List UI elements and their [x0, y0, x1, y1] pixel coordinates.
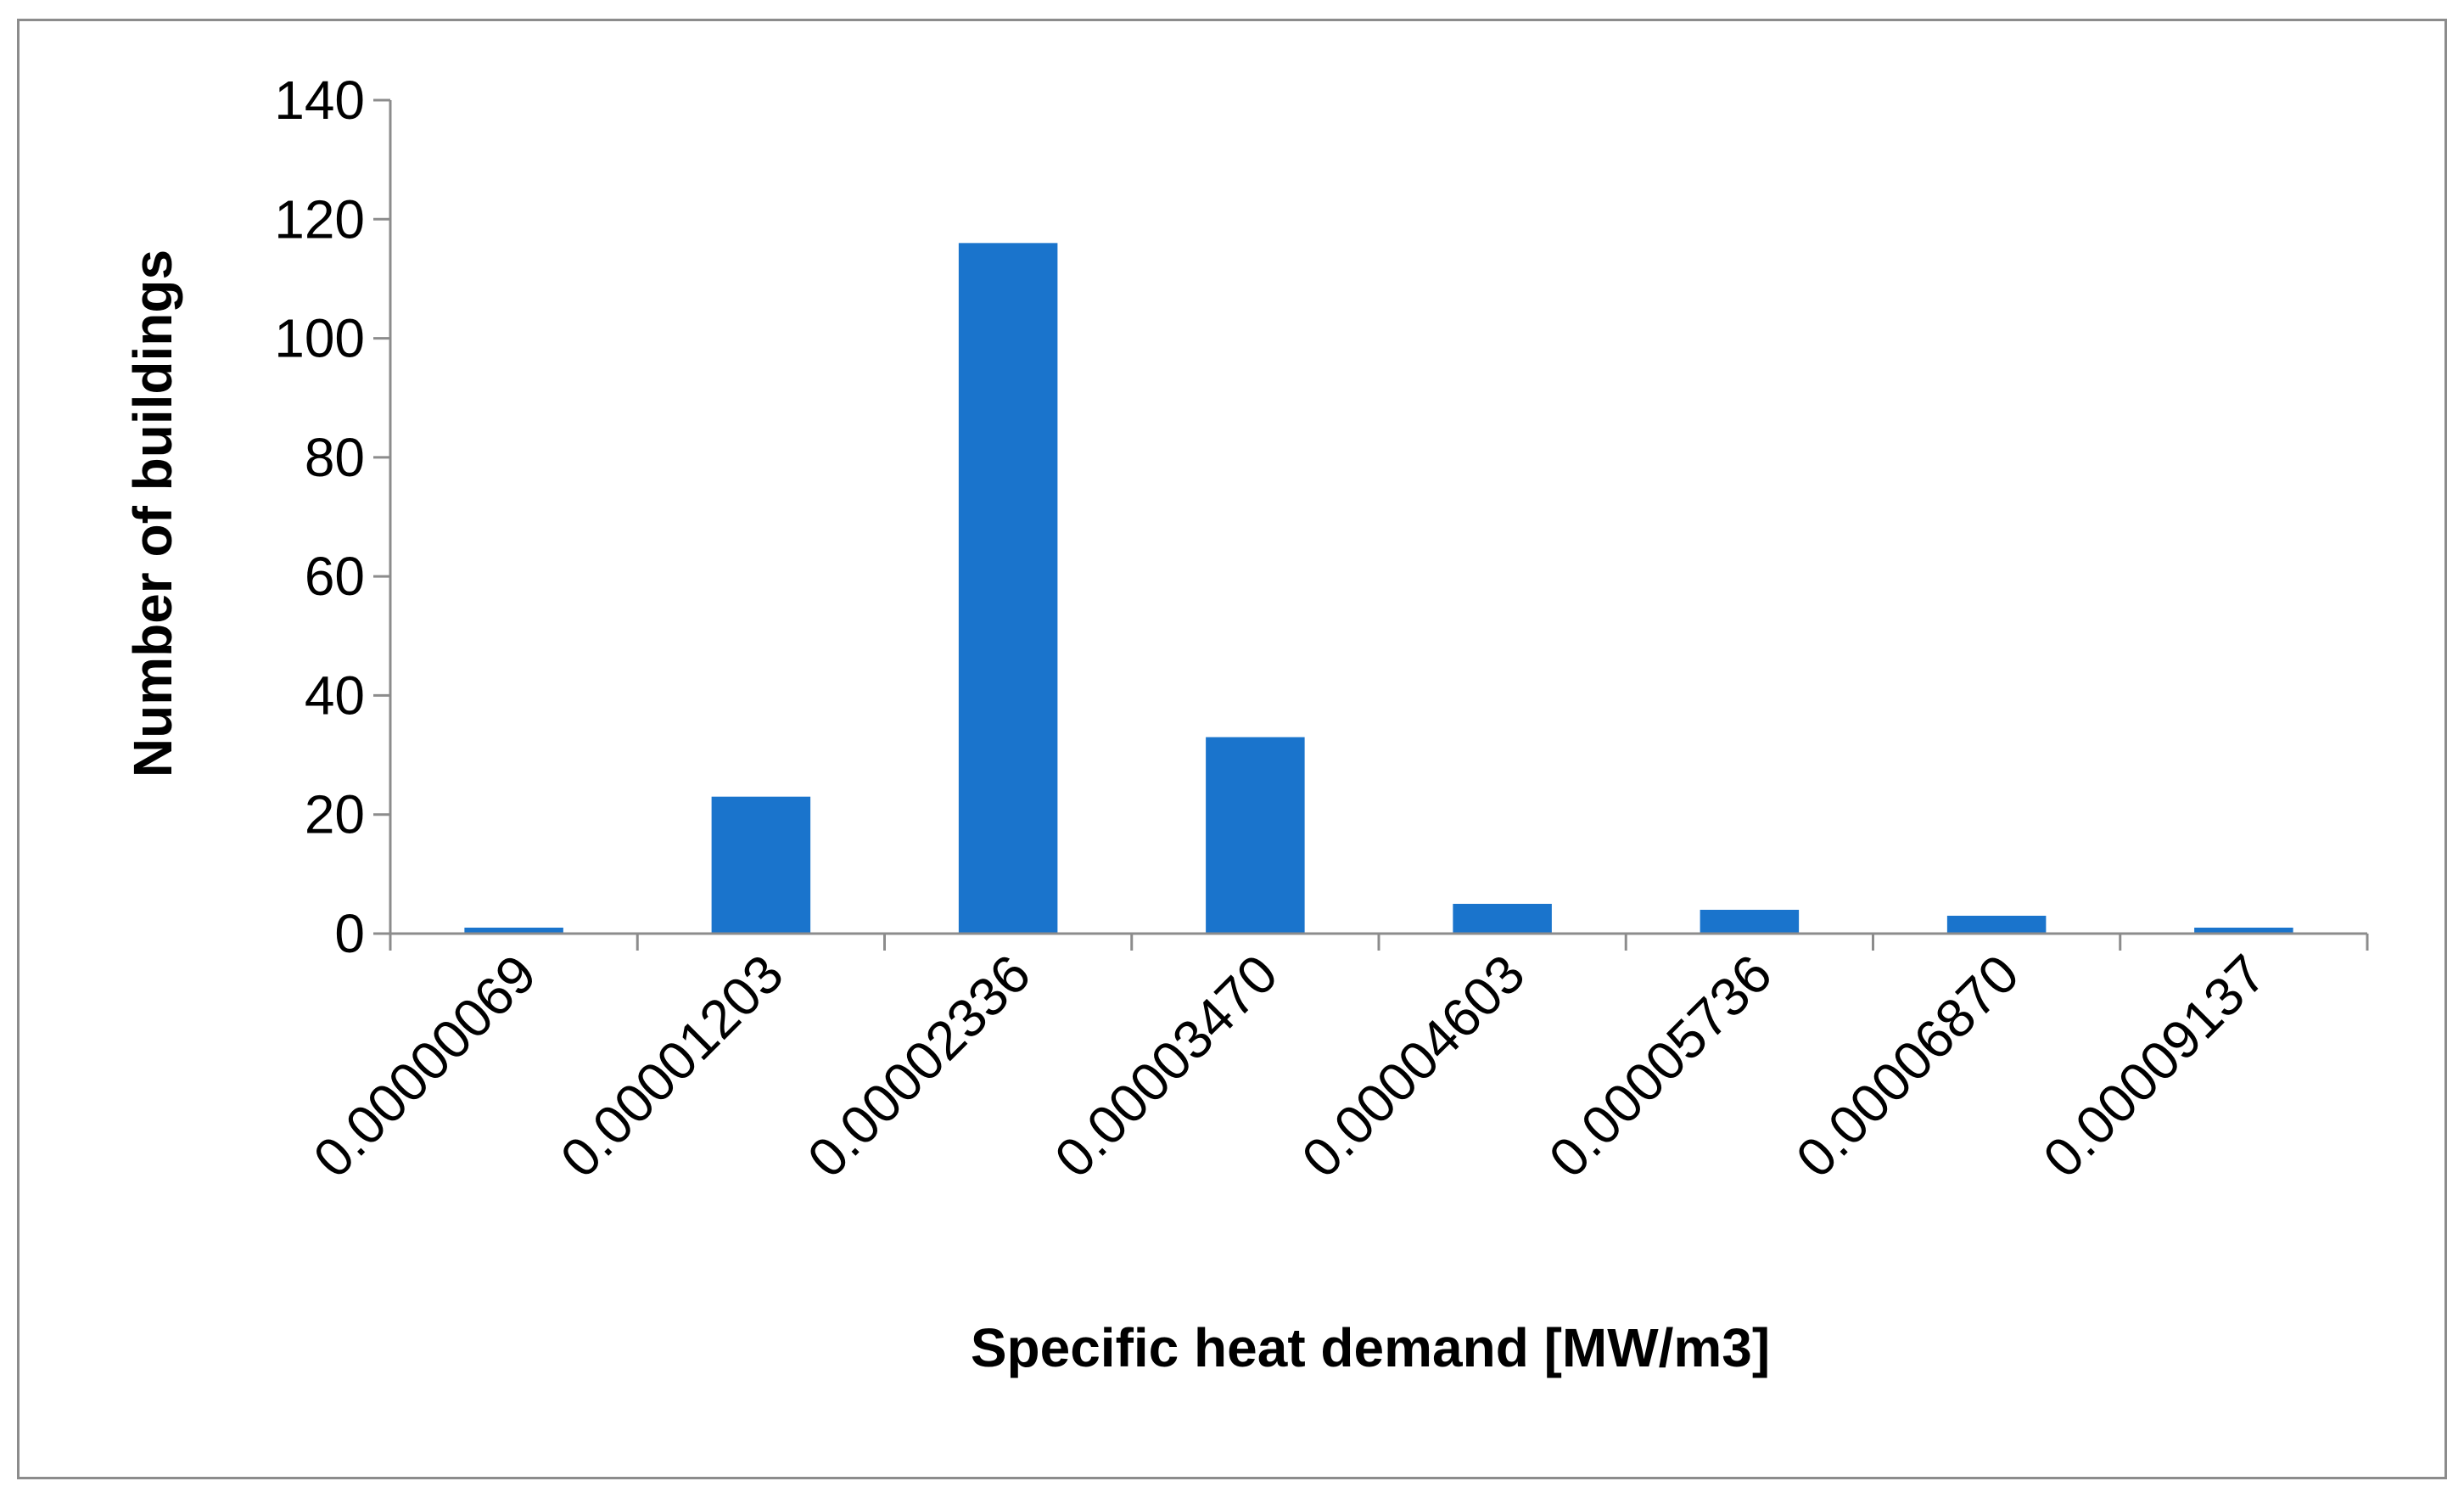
y-tick-label-80: 80	[305, 427, 365, 488]
bar-0.00005736	[1700, 909, 1800, 934]
bar-0.00001203	[711, 796, 811, 934]
y-tick-label-140: 140	[274, 70, 365, 131]
x-tick-label-0.00006870: 0.00006870	[1784, 943, 2030, 1189]
bar-0.00009137	[2194, 927, 2293, 934]
bar-0.00002336	[958, 243, 1058, 934]
bar-0.00003470	[1206, 737, 1305, 934]
bar-0.00000069	[464, 927, 563, 934]
x-tick-labels: 0.00000069 0.00001203 0.00002336 0.00003470…	[302, 943, 2278, 1189]
bars-group	[464, 243, 2293, 934]
y-tick-label-120: 120	[274, 188, 365, 250]
y-tick-label-0: 0	[334, 903, 365, 964]
x-tick-label-0.00003470: 0.00003470	[1043, 943, 1289, 1189]
x-tick-label-0.00002336: 0.00002336	[796, 943, 1042, 1189]
y-tick-label-60: 60	[305, 546, 365, 607]
x-tick-label-0.00000069: 0.00000069	[302, 943, 548, 1189]
bar-0.00004603	[1453, 903, 1552, 934]
x-tick-label-0.00005736: 0.00005736	[1537, 943, 1784, 1189]
y-axis-title: Number of buildings	[122, 250, 183, 777]
x-tick-label-0.00009137: 0.00009137	[2031, 943, 2277, 1189]
y-tick-labels: 0 20 40 60 80 100 120 140	[274, 70, 365, 964]
y-tick-label-100: 100	[274, 308, 365, 369]
axes-group	[373, 98, 2369, 951]
y-tick-label-40: 40	[305, 665, 365, 726]
x-axis-title: Specific heat demand [MW/m3]	[971, 1317, 1770, 1378]
x-tick-label-0.00001203: 0.00001203	[549, 943, 795, 1189]
x-tick-label-0.00004603: 0.00004603	[1291, 943, 1537, 1189]
bar-0.00006870	[1946, 915, 2047, 934]
y-tick-label-20: 20	[305, 784, 365, 845]
